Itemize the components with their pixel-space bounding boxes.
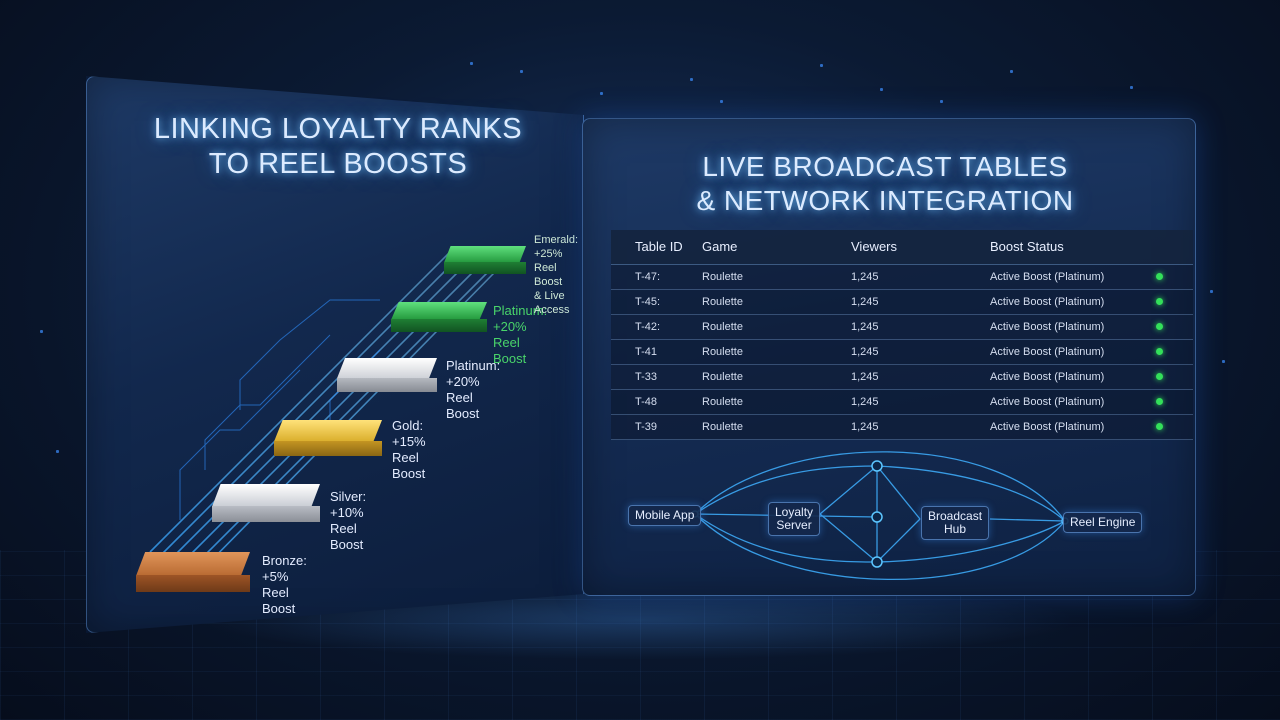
broadcast-panel-title: Live Broadcast Tables & Network Integrat… bbox=[696, 151, 1074, 216]
header-boost-status: Boost Status bbox=[990, 239, 1064, 254]
cell-viewers: 1,245 bbox=[851, 271, 879, 283]
cell-boost-status: Active Boost (Platinum) bbox=[990, 296, 1105, 308]
table-row[interactable]: T-45: Roulette 1,245 Active Boost (Plati… bbox=[611, 290, 1193, 315]
node-broadcast-hub[interactable]: Broadcast Hub bbox=[921, 506, 990, 540]
table-row[interactable]: T-33 Roulette 1,245 Active Boost (Platin… bbox=[611, 365, 1193, 390]
status-dot-icon bbox=[1156, 298, 1163, 305]
cell-boost-status: Active Boost (Platinum) bbox=[990, 371, 1105, 383]
table-header: Table ID Game Viewers Boost Status bbox=[611, 230, 1193, 265]
table-row[interactable]: T-47: Roulette 1,245 Active Boost (Plati… bbox=[611, 265, 1193, 290]
tier-bronze-label: Bronze: +5% Reel Boost bbox=[262, 553, 307, 616]
table-row[interactable]: T-39 Roulette 1,245 Active Boost (Platin… bbox=[611, 415, 1193, 440]
header-game: Game bbox=[702, 239, 738, 254]
gold-block bbox=[274, 420, 382, 456]
tier-silver-label: Silver: +10% Reel Boost bbox=[330, 489, 367, 552]
cell-game: Roulette bbox=[702, 371, 743, 383]
status-dot-icon bbox=[1156, 423, 1163, 430]
cell-table-id: T-41 bbox=[635, 346, 658, 358]
cell-boost-status: Active Boost (Platinum) bbox=[990, 396, 1105, 408]
cell-game: Roulette bbox=[702, 296, 743, 308]
silver-block bbox=[212, 484, 320, 522]
cell-table-id: T-47: bbox=[635, 271, 661, 283]
table-row[interactable]: T-42: Roulette 1,245 Active Boost (Plati… bbox=[611, 315, 1193, 340]
node-reel-engine[interactable]: Reel Engine bbox=[1063, 512, 1143, 533]
cell-viewers: 1,245 bbox=[851, 346, 879, 358]
cell-table-id: T-48 bbox=[635, 396, 658, 408]
node-mobile-app[interactable]: Mobile App bbox=[628, 505, 702, 526]
cell-boost-status: Active Boost (Platinum) bbox=[990, 421, 1105, 433]
status-dot-icon bbox=[1156, 398, 1163, 405]
platinum-green-block bbox=[391, 302, 487, 332]
cell-table-id: T-33 bbox=[635, 371, 658, 383]
header-viewers: Viewers bbox=[851, 239, 898, 254]
cell-table-id: T-39 bbox=[635, 421, 658, 433]
header-table-id: Table ID bbox=[635, 239, 683, 254]
bronze-block bbox=[136, 552, 250, 592]
status-dot-icon bbox=[1156, 373, 1163, 380]
emerald-block bbox=[444, 246, 526, 274]
cell-game: Roulette bbox=[702, 396, 743, 408]
cell-viewers: 1,245 bbox=[851, 296, 879, 308]
node-loyalty-server[interactable]: Loyalty Server bbox=[768, 502, 821, 536]
cell-game: Roulette bbox=[702, 271, 743, 283]
table-row[interactable]: T-41 Roulette 1,245 Active Boost (Platin… bbox=[611, 340, 1193, 365]
cell-game: Roulette bbox=[702, 346, 743, 358]
cell-table-id: T-42: bbox=[635, 321, 661, 333]
tier-emerald-label: Emerald: +25% Reel Boost & Live Access bbox=[534, 234, 579, 316]
status-dot-icon bbox=[1156, 348, 1163, 355]
cell-viewers: 1,245 bbox=[851, 371, 879, 383]
platinum-silver-block bbox=[337, 358, 437, 392]
table-row[interactable]: T-48 Roulette 1,245 Active Boost (Platin… bbox=[611, 390, 1193, 415]
cell-viewers: 1,245 bbox=[851, 421, 879, 433]
status-dot-icon bbox=[1156, 273, 1163, 280]
cell-viewers: 1,245 bbox=[851, 396, 879, 408]
tier-platinum-silver-label: Platinum: +20% Reel Boost bbox=[446, 358, 501, 421]
table-body: T-47: Roulette 1,245 Active Boost (Plati… bbox=[611, 265, 1193, 440]
cell-viewers: 1,245 bbox=[851, 321, 879, 333]
tier-gold-label: Gold: +15% Reel Boost bbox=[392, 418, 426, 481]
cell-table-id: T-45: bbox=[635, 296, 661, 308]
loyalty-panel-title: Linking Loyalty Ranks to Reel Boosts bbox=[153, 113, 523, 180]
tier-platinum-green-label: Platinum: +20% Reel Boost bbox=[493, 303, 548, 366]
cell-boost-status: Active Boost (Platinum) bbox=[990, 271, 1105, 283]
cell-game: Roulette bbox=[702, 421, 743, 433]
cell-game: Roulette bbox=[702, 321, 743, 333]
broadcast-table: Table ID Game Viewers Boost Status T-47:… bbox=[611, 230, 1193, 440]
cell-boost-status: Active Boost (Platinum) bbox=[990, 346, 1105, 358]
status-dot-icon bbox=[1156, 323, 1163, 330]
cell-boost-status: Active Boost (Platinum) bbox=[990, 321, 1105, 333]
